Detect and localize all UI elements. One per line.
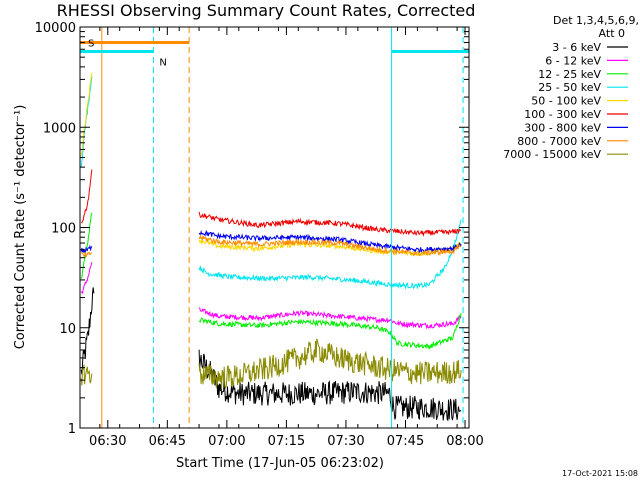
x-tick-label: 07:00: [208, 434, 245, 449]
y-tick-label: 10: [59, 322, 76, 337]
series-line-4-0: [80, 72, 93, 156]
x-tick-label: 07:30: [327, 434, 364, 449]
series-line-0-1: [198, 349, 462, 422]
series-line-1-0: [80, 262, 93, 295]
series-line-8-1: [198, 338, 462, 389]
legend-entry-label: 3 - 6 keV: [552, 41, 601, 54]
axis-ticks: 06:30 06:45 07:00 07:15 07:30 07:45 08:00 1 10 10…: [35, 21, 484, 449]
series-line-5-0: [80, 169, 93, 224]
legend-entry-label: 300 - 800 keV: [524, 121, 601, 134]
y-axis-label: Corrected Count Rate (s⁻¹ detector⁻¹): [13, 105, 28, 350]
series-line-2-1: [198, 313, 462, 350]
y-tick-label: 1: [68, 422, 76, 437]
series-line-7-0: [80, 251, 93, 259]
series-line-7-1: [198, 233, 462, 257]
x-tick-label: 06:30: [89, 434, 126, 449]
annotation-saa-label: S: [88, 39, 94, 50]
x-tick-label: 07:45: [387, 434, 424, 449]
legend-entry-label: 12 - 25 keV: [538, 68, 601, 81]
series-line-4-1: [198, 238, 462, 257]
x-tick-label: 07:15: [268, 434, 305, 449]
legend-header-line-1: Det 1,3,4,5,6,9,: [553, 14, 639, 27]
legend-entry-label: 25 - 50 keV: [538, 81, 601, 94]
legend-entry-label: 50 - 100 keV: [531, 95, 601, 108]
timestamp: 17-Oct-2021 15:08: [562, 469, 638, 478]
plot-area: SN: [80, 27, 469, 428]
y-tick-label: 100: [51, 222, 76, 237]
y-tick-label: 10000: [35, 21, 76, 36]
x-tick-label: 06:45: [149, 434, 186, 449]
series-line-0-0: [80, 287, 95, 375]
x-axis-label: Start Time (17-Jun-05 06:23:02): [176, 456, 384, 471]
series-line-8-0: [80, 364, 93, 386]
legend-entry-label: 100 - 300 keV: [524, 108, 601, 121]
series-line-1-1: [198, 307, 462, 330]
annotation-night-label: N: [159, 57, 166, 68]
x-tick-label: 08:00: [446, 434, 483, 449]
legend-entry-label: 7000 - 15000 keV: [503, 148, 601, 161]
legend-header-line-2: Att 0: [599, 27, 625, 40]
legend-entry-label: 800 - 7000 keV: [517, 135, 601, 148]
y-tick-label: 1000: [43, 121, 76, 136]
legend-entry-label: 6 - 12 keV: [545, 54, 601, 67]
series-line-3-0: [80, 76, 93, 167]
series-line-3-1: [198, 219, 462, 290]
chart-title: RHESSI Observing Summary Count Rates, Co…: [57, 1, 476, 20]
series-line-5-1: [198, 211, 462, 238]
